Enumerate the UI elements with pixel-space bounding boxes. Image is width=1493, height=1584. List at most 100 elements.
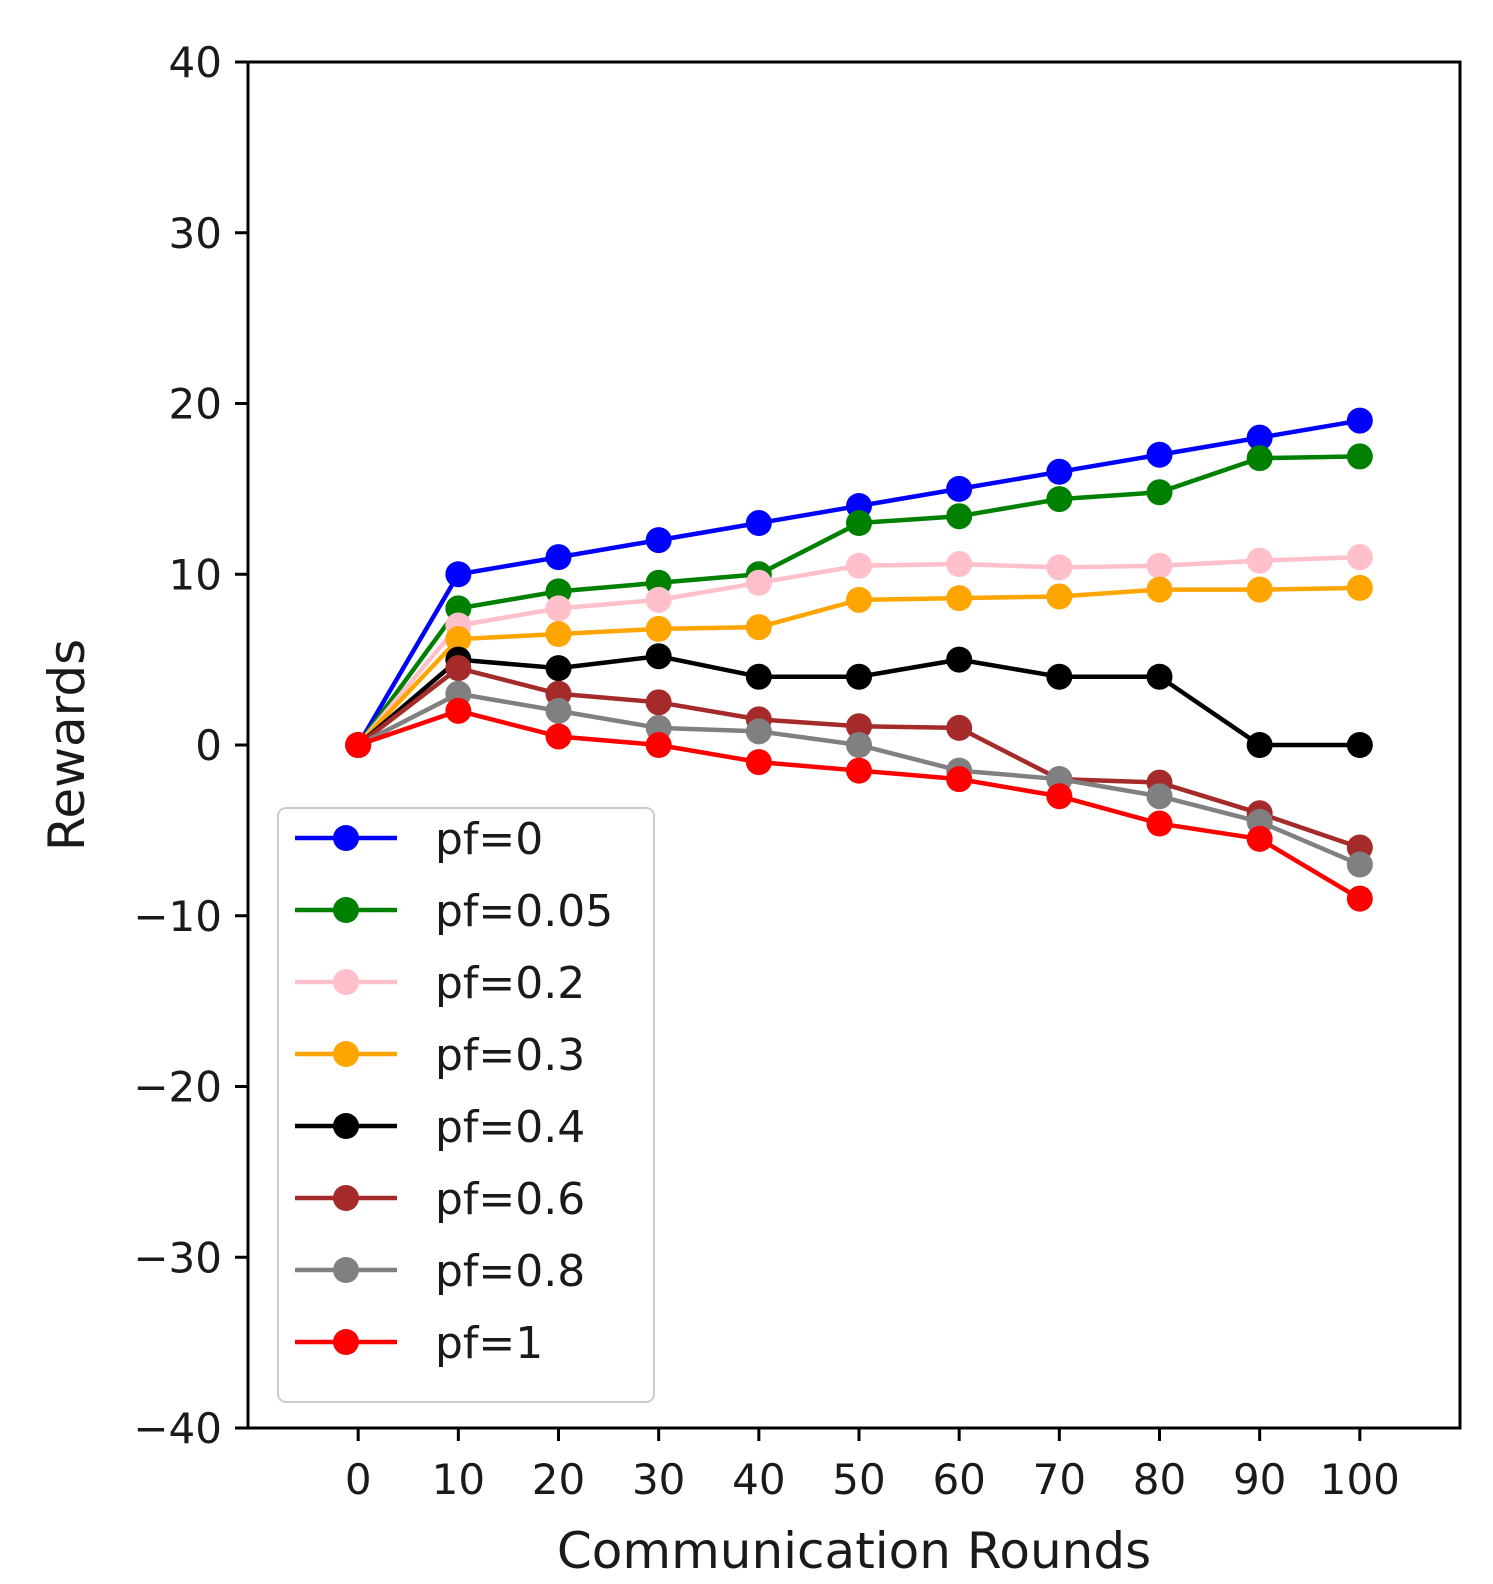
data-point bbox=[1046, 583, 1073, 610]
y-axis-ticks: −40 −30 −20 −10 0 10 20 30 40 bbox=[133, 38, 248, 1453]
data-point bbox=[545, 621, 572, 648]
x-tick-label: 30 bbox=[632, 1455, 685, 1504]
data-point bbox=[545, 655, 572, 682]
legend: pf=0 pf=0.05 pf=0.2 pf=0.3 pf=0.4 pf=0.6 pf=0.… bbox=[277, 807, 655, 1403]
data-point bbox=[1046, 486, 1073, 513]
data-point bbox=[1146, 441, 1173, 468]
x-tick-label: 40 bbox=[732, 1455, 785, 1504]
x-tick-label: 10 bbox=[432, 1455, 485, 1504]
legend-entry: pf=0.2 bbox=[295, 958, 585, 1009]
legend-label: pf=0.3 bbox=[435, 1030, 585, 1081]
legend-entry: pf=0.8 bbox=[295, 1246, 585, 1297]
data-point bbox=[946, 766, 973, 793]
data-point bbox=[1146, 810, 1173, 837]
data-point bbox=[545, 544, 572, 571]
x-tick-label: 80 bbox=[1133, 1455, 1186, 1504]
y-tick-label: 10 bbox=[169, 550, 222, 599]
y-tick-label: 20 bbox=[169, 380, 222, 429]
data-point bbox=[1246, 576, 1273, 603]
legend-label: pf=0 bbox=[435, 814, 543, 865]
data-point bbox=[1046, 783, 1073, 810]
data-point bbox=[1046, 663, 1073, 690]
y-tick-label: −20 bbox=[133, 1063, 222, 1112]
data-point bbox=[545, 697, 572, 724]
legend-marker bbox=[333, 1185, 359, 1211]
legend-entry: pf=0 bbox=[295, 814, 543, 865]
y-tick-label: −30 bbox=[133, 1233, 222, 1282]
x-axis-ticks: 0 10 20 30 40 50 60 70 80 90 100 bbox=[345, 1428, 1400, 1504]
data-point bbox=[946, 646, 973, 673]
data-point bbox=[745, 510, 772, 537]
legend-marker bbox=[333, 1329, 359, 1355]
data-point bbox=[445, 626, 472, 653]
legend-entry: pf=1 bbox=[295, 1318, 543, 1369]
x-tick-label: 50 bbox=[832, 1455, 885, 1504]
data-point bbox=[645, 586, 672, 613]
data-point bbox=[846, 757, 873, 784]
data-point bbox=[1346, 885, 1373, 912]
y-tick-label: −40 bbox=[133, 1404, 222, 1453]
data-point bbox=[345, 732, 372, 758]
data-point bbox=[1146, 783, 1173, 810]
data-point bbox=[1346, 851, 1373, 878]
y-axis-label: Rewards bbox=[38, 639, 96, 851]
data-point bbox=[1346, 732, 1373, 758]
x-tick-label: 100 bbox=[1320, 1455, 1400, 1504]
legend-frame bbox=[277, 807, 655, 1403]
legend-label: pf=0.2 bbox=[435, 958, 585, 1009]
data-point bbox=[445, 697, 472, 724]
data-point bbox=[445, 561, 472, 588]
x-tick-label: 20 bbox=[532, 1455, 585, 1504]
data-point bbox=[645, 732, 672, 758]
legend-marker bbox=[333, 1113, 359, 1139]
data-point bbox=[1346, 407, 1373, 434]
data-point bbox=[645, 643, 672, 670]
data-point bbox=[445, 655, 472, 682]
data-point bbox=[1346, 443, 1373, 470]
series-pf=1 bbox=[345, 697, 1373, 912]
data-point bbox=[545, 595, 572, 622]
data-point bbox=[846, 510, 873, 537]
legend-entry: pf=0.4 bbox=[295, 1102, 585, 1153]
data-point bbox=[1246, 547, 1273, 574]
data-point bbox=[745, 749, 772, 776]
data-point bbox=[946, 503, 973, 530]
x-tick-label: 70 bbox=[1033, 1455, 1086, 1504]
legend-marker bbox=[333, 825, 359, 851]
data-point bbox=[1046, 554, 1073, 581]
x-axis-label: Communication Rounds bbox=[557, 1522, 1151, 1580]
data-point bbox=[645, 689, 672, 716]
data-point bbox=[1246, 445, 1273, 472]
legend-marker bbox=[333, 1041, 359, 1067]
legend-label: pf=0.8 bbox=[435, 1246, 585, 1297]
data-point bbox=[846, 586, 873, 613]
data-point bbox=[1346, 544, 1373, 571]
data-point bbox=[1146, 576, 1173, 603]
data-point bbox=[545, 723, 572, 750]
legend-label: pf=0.4 bbox=[435, 1102, 585, 1153]
data-point bbox=[1146, 552, 1173, 579]
data-point bbox=[745, 663, 772, 690]
legend-entry: pf=0.3 bbox=[295, 1030, 585, 1081]
data-point bbox=[1246, 825, 1273, 852]
legend-marker bbox=[333, 1257, 359, 1283]
data-point bbox=[946, 585, 973, 612]
data-point bbox=[946, 475, 973, 502]
y-tick-label: 40 bbox=[169, 38, 222, 87]
data-point bbox=[1246, 424, 1273, 451]
legend-label: pf=0.05 bbox=[435, 886, 613, 937]
legend-entry: pf=0.6 bbox=[295, 1174, 585, 1225]
series-pf=0 bbox=[345, 407, 1373, 758]
data-point bbox=[745, 614, 772, 641]
data-point bbox=[1146, 479, 1173, 506]
data-point bbox=[1346, 574, 1373, 601]
legend-marker bbox=[333, 897, 359, 923]
legend-label: pf=1 bbox=[435, 1318, 543, 1369]
data-point bbox=[1246, 732, 1273, 758]
x-tick-label: 60 bbox=[932, 1455, 985, 1504]
data-point bbox=[946, 551, 973, 578]
y-tick-label: 0 bbox=[195, 721, 222, 770]
y-tick-label: −10 bbox=[133, 892, 222, 941]
data-point bbox=[1146, 663, 1173, 690]
